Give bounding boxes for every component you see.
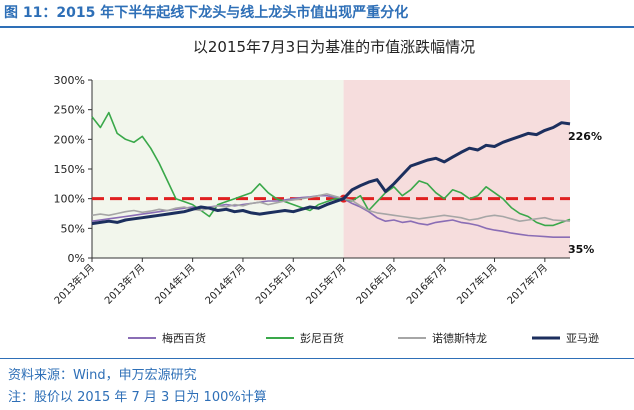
x-tick-label: 2014年7月 [202,261,248,307]
shaded-region-1 [343,80,570,258]
x-tick-label: 2017年7月 [504,261,550,307]
title-rule [0,26,634,28]
x-tick-label: 2015年1月 [253,261,299,307]
y-tick-label: 100% [54,193,85,206]
source-note: 资料来源：Wind，申万宏源研究 [8,368,197,383]
x-tick-label: 2016年7月 [404,261,450,307]
annotations: 226% 35% [568,130,602,256]
series-line-3 [91,121,571,226]
x-tick-label: 2015年7月 [303,261,349,307]
x-tick-label: 2013年1月 [51,261,97,307]
x-tick-label: 2016年1月 [353,261,399,307]
legend-label-1: 彭尼百货 [300,331,344,345]
footnote: 注：股价以 2015 年 7 月 3 日为 100%计算 [8,390,267,405]
shaded-region-0 [92,80,344,258]
source-rule [0,358,634,359]
legend-label-0: 梅西百货 [162,331,206,345]
shaded-regions [92,80,570,258]
series-lines [91,111,571,238]
figure-title: 图 11：2015 年下半年起线下龙头与线上龙头市值出现严重分化 [4,5,409,21]
y-tick-label: 150% [54,163,85,176]
y-tick-label: 0% [68,252,85,265]
x-tick-label: 2014年1月 [152,261,198,307]
series-line-1 [91,111,571,227]
annotation-label-1: 35% [568,243,594,256]
y-tick-label: 300% [54,74,85,87]
line-chart: 0%50%100%150%200%250%300%2013年1月 2013年7月 2… [51,38,602,345]
chart-container: 0% 50% 100% 150% 200% 250% 300% 2013年1月 2013年7月 2… [0,28,634,358]
annotation-label-0: 226% [568,130,602,143]
legend-label-2: 诺德斯特龙 [432,331,487,345]
chart-title: 以2015年7月3日为基准的市值涨跌幅情况 [193,38,475,56]
x-tick-label: 2013年7月 [102,261,148,307]
series-line-2 [91,193,571,222]
y-tick-label: 200% [54,133,85,146]
legend-label-3: 亚马逊 [566,332,599,345]
y-tick-label: 50% [61,222,85,235]
x-tick-label: 2017年1月 [454,261,500,307]
legend: 梅西百货 彭尼百货 诺德斯特龙 亚马逊 [128,331,599,345]
y-tick-label: 250% [54,104,85,117]
